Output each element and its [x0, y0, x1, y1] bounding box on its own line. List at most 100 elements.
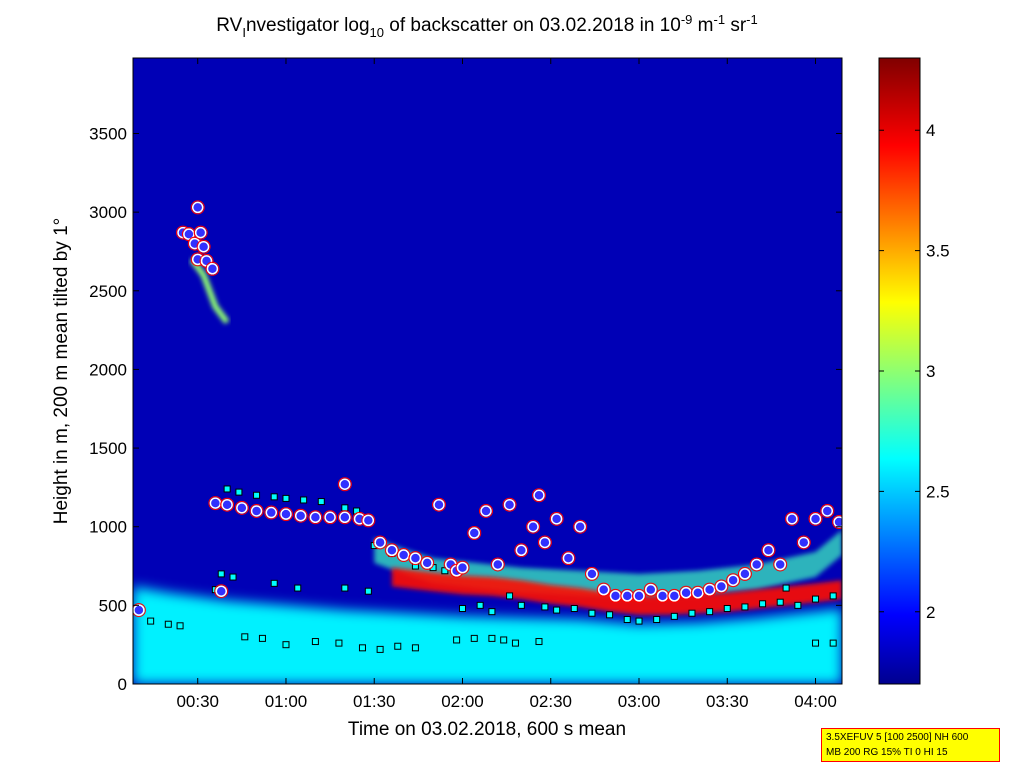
cloud-top-ring	[431, 497, 446, 512]
y-tick-label: 500	[99, 596, 127, 615]
cloud-top-ring	[490, 557, 505, 572]
cloud-base-square	[458, 605, 466, 613]
cloud-top-ring	[249, 503, 264, 518]
y-tick-label: 3000	[89, 203, 127, 222]
cloud-top-ring	[133, 603, 146, 618]
cloud-top-marker	[515, 544, 528, 557]
cloud-top-ring	[537, 535, 552, 550]
cloud-top-marker	[645, 583, 657, 596]
colorbar-tick-label: 4	[926, 121, 935, 140]
cloud-base-square	[759, 600, 767, 608]
cloud-top-ring	[361, 513, 376, 528]
cloud-top-ring	[337, 477, 352, 492]
cloud-top-ring	[323, 510, 338, 525]
cloud-top-ring	[193, 225, 208, 240]
cloud-top-marker	[397, 549, 410, 561]
cloud-base-square	[364, 587, 372, 595]
cloud-top-marker	[833, 516, 842, 528]
cloud-top-ring	[384, 543, 399, 558]
cloud-top-marker	[250, 505, 263, 517]
cloud-top-ring	[531, 488, 546, 503]
cloud-top-marker	[433, 498, 445, 511]
cloud-base-square	[394, 642, 402, 650]
cloud-base-square	[570, 605, 578, 613]
cloud-base-square	[653, 616, 661, 624]
cloud-base-square	[535, 638, 543, 646]
cloud-top-ring	[467, 526, 482, 541]
colorbar-tick-label: 2.5	[926, 482, 950, 501]
layer-upper-cloud-streak	[189, 257, 230, 325]
cloud-top-marker	[609, 590, 622, 602]
cloud-top-marker	[215, 585, 228, 597]
cloud-top-marker	[374, 536, 386, 549]
cloud-base-square	[829, 592, 837, 600]
cloud-top-marker	[809, 513, 822, 525]
cloud-top-marker	[586, 568, 598, 580]
cloud-base-square	[706, 608, 714, 616]
cloud-top-marker	[774, 558, 786, 571]
plot-frame	[132, 57, 843, 685]
cloud-base-square	[270, 493, 278, 501]
cloud-top-marker	[362, 514, 375, 527]
cloud-base-square	[670, 612, 678, 620]
cloud-top-ring	[584, 566, 599, 581]
cloud-top-ring	[278, 507, 293, 522]
cloud-base-square	[164, 620, 172, 628]
cloud-top-marker	[309, 511, 322, 524]
cloud-base-square	[488, 634, 496, 642]
x-axis-label: Time on 03.02.2018, 600 s mean	[348, 719, 626, 740]
cloud-top-ring	[549, 511, 564, 526]
cloud-top-marker	[456, 561, 469, 574]
cloud-top-marker	[692, 587, 704, 599]
cloud-top-marker	[727, 574, 739, 586]
cloud-base-square	[241, 633, 249, 641]
cloud-top-marker	[715, 580, 728, 593]
plot-area	[133, 58, 842, 684]
y-axis-label: Height in m, 200 m mean tilted by 1°	[51, 218, 72, 524]
cloud-top-ring	[643, 582, 658, 597]
cloud-top-ring	[596, 582, 611, 597]
cloud-base-square	[335, 639, 343, 647]
cloud-top-marker	[265, 506, 278, 519]
cloud-top-ring	[820, 503, 835, 518]
cloud-base-square	[411, 644, 419, 652]
cloud-top-marker	[633, 590, 645, 602]
cloud-base-square	[476, 601, 484, 609]
cloud-top-marker	[786, 513, 798, 525]
cloud-top-ring	[455, 560, 470, 575]
cloud-base-square	[229, 573, 237, 581]
cloud-base-square	[270, 579, 278, 587]
cloud-top-ring	[220, 497, 235, 512]
cloud-base-square	[294, 584, 302, 592]
cloud-top-marker	[197, 240, 210, 253]
cloud-top-ring	[773, 557, 788, 572]
cloud-top-ring	[373, 535, 388, 550]
cloud-top-ring	[420, 555, 435, 570]
cloud-base-square	[311, 638, 319, 646]
cloud-base-square	[341, 584, 349, 592]
cloud-base-square	[235, 488, 243, 496]
cloud-top-ring	[632, 588, 647, 603]
cloud-top-marker	[821, 505, 834, 517]
markers	[133, 200, 842, 653]
y-tick-label: 3500	[89, 124, 127, 143]
heatmap-layers	[133, 257, 842, 684]
cloud-top-marker	[798, 536, 810, 549]
cloud-top-ring	[502, 497, 517, 512]
cloud-top-ring	[190, 200, 205, 215]
cloud-top-marker	[597, 583, 610, 596]
layer-cloud-base-band	[391, 567, 842, 615]
cloud-top-marker	[206, 263, 219, 275]
cloud-top-ring	[196, 239, 211, 254]
y-tick-label: 1500	[89, 439, 127, 458]
cloud-top-ring	[749, 557, 764, 572]
cloud-top-marker	[539, 536, 551, 549]
cloud-base-square	[776, 598, 784, 606]
info-box: 3.5XEFUV 5 [100 2500] NH 600 MB 200 RG 1…	[821, 728, 1000, 762]
cloud-top-marker	[703, 583, 716, 596]
x-tick-label: 03:30	[706, 692, 749, 711]
layer-surface-aerosol	[133, 586, 842, 684]
cloud-base-square	[812, 595, 820, 603]
cloud-base-square	[500, 636, 508, 644]
